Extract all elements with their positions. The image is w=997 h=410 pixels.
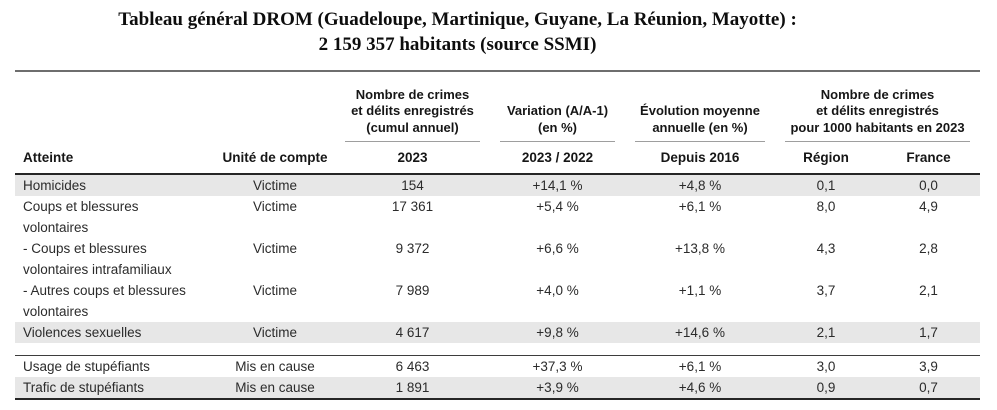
stats-table: Nombre de crimes et délits enregistrés (…	[15, 70, 980, 400]
cell-count-2023: 7 989	[395, 283, 430, 298]
table-title-line-2: 2 159 357 habitants (source SSMI)	[318, 34, 597, 56]
cell-evolution: +6,1 %	[678, 199, 722, 214]
cell-region: 3,7	[816, 283, 836, 298]
cell-variation: +5,4 %	[536, 199, 579, 214]
cell-atteinte: Usage de stupéfiants	[23, 359, 150, 374]
group-header-evolution-label: Évolution moyenne annuelle (en %)	[635, 103, 765, 142]
cell-france: 1,7	[919, 325, 938, 340]
cell-atteinte: - Coups et blessures volontaires intrafa…	[23, 241, 172, 277]
table-title: Tableau général DROM (Guadeloupe, Martin…	[0, 7, 915, 57]
cell-count-2023: 6 463	[395, 359, 430, 374]
table-row-usage-stupefiants: Usage de stupéfiants Mis en cause 6 463 …	[15, 356, 980, 378]
cell-atteinte: Violences sexuelles	[23, 325, 142, 340]
cell-variation: +37,3 %	[532, 359, 583, 374]
table-row-trafic-stupefiants: Trafic de stupéfiants Mis en cause 1 891…	[15, 377, 980, 400]
table-row-violences-sexuelles: Violences sexuelles Victime 4 617 +9,8 %…	[15, 322, 980, 343]
column-header-year: 2023	[335, 142, 490, 175]
cell-region: 3,0	[816, 359, 836, 374]
column-header-unite: Unité de compte	[215, 142, 335, 175]
cell-unite: Mis en cause	[215, 377, 335, 400]
cell-region: 8,0	[816, 199, 836, 214]
cell-atteinte: Homicides	[23, 178, 87, 193]
table-row-coups-blessures: Coups et blessures volontaires Victime 1…	[15, 196, 980, 238]
table-body: Homicides Victime 154 +14,1 % +4,8 % 0,1…	[15, 174, 980, 400]
cell-france: 4,9	[919, 199, 938, 214]
cell-evolution: +4,6 %	[625, 377, 775, 400]
column-header-row: Atteinte Unité de compte 2023 2023 / 202…	[15, 142, 980, 175]
cell-variation: +9,8 %	[536, 325, 579, 340]
group-header-variation-label: Variation (A/A-1) (en %)	[500, 103, 615, 142]
column-header-region: Région	[775, 142, 877, 175]
table-header: Nombre de crimes et délits enregistrés (…	[15, 71, 980, 175]
table-row-homicides: Homicides Victime 154 +14,1 % +4,8 % 0,1…	[15, 174, 980, 196]
group-header-per-1000: Nombre de crimes et délits enregistrés p…	[775, 71, 980, 142]
cell-unite: Victime	[252, 199, 297, 214]
cell-unite: Victime	[252, 325, 297, 340]
cell-france: 0,0	[919, 178, 938, 193]
column-header-france: France	[877, 142, 980, 175]
cell-evolution: +4,8 %	[678, 178, 722, 193]
cell-evolution: +13,8 %	[675, 241, 725, 256]
cell-evolution: +6,1 %	[678, 359, 722, 374]
cell-variation: +3,9 %	[490, 377, 625, 400]
group-header-registered-label: Nombre de crimes et délits enregistrés (…	[345, 87, 480, 142]
cell-france: 0,7	[877, 377, 980, 400]
cell-count-2023: 154	[401, 178, 424, 193]
cell-variation: +14,1 %	[532, 178, 583, 193]
column-header-atteinte: Atteinte	[15, 142, 215, 175]
cell-evolution: +14,6 %	[675, 325, 725, 340]
cell-unite: Mis en cause	[235, 359, 315, 374]
cell-atteinte: - Autres coups et blessures volontaires	[23, 283, 186, 319]
cell-variation: +4,0 %	[536, 283, 579, 298]
group-header-per-1000-label: Nombre de crimes et délits enregistrés p…	[785, 87, 970, 142]
cell-count-2023: 9 372	[395, 241, 430, 256]
cell-atteinte: Coups et blessures volontaires	[23, 199, 139, 235]
group-header-variation: Variation (A/A-1) (en %)	[490, 71, 625, 142]
group-header-empty	[15, 71, 335, 142]
column-header-variation: 2023 / 2022	[490, 142, 625, 175]
cell-unite: Victime	[252, 178, 297, 193]
cell-unite: Victime	[252, 283, 297, 298]
cell-count-2023: 1 891	[335, 377, 490, 400]
cell-count-2023: 17 361	[391, 199, 434, 214]
cell-count-2023: 4 617	[395, 325, 430, 340]
cell-region: 0,1	[816, 178, 836, 193]
column-header-evolution: Depuis 2016	[625, 142, 775, 175]
cell-variation: +6,6 %	[536, 241, 579, 256]
cell-region: 4,3	[816, 241, 836, 256]
group-header-row: Nombre de crimes et délits enregistrés (…	[15, 71, 980, 142]
table-row-autres-coups: - Autres coups et blessures volontaires …	[15, 280, 980, 322]
table-row-coups-intrafamiliaux: - Coups et blessures volontaires intrafa…	[15, 238, 980, 280]
cell-france: 2,8	[919, 241, 938, 256]
group-header-registered: Nombre de crimes et délits enregistrés (…	[335, 71, 490, 142]
cell-france: 2,1	[919, 283, 938, 298]
group-header-evolution: Évolution moyenne annuelle (en %)	[625, 71, 775, 142]
cell-france: 3,9	[919, 359, 938, 374]
cell-atteinte: Trafic de stupéfiants	[15, 377, 215, 400]
cell-region: 2,1	[816, 325, 836, 340]
cell-evolution: +1,1 %	[678, 283, 722, 298]
section-divider	[15, 343, 980, 356]
cell-region: 0,9	[775, 377, 877, 400]
section-divider-cell	[15, 343, 980, 356]
cell-unite: Victime	[252, 241, 297, 256]
table-title-line-1: Tableau général DROM (Guadeloupe, Martin…	[118, 9, 797, 30]
